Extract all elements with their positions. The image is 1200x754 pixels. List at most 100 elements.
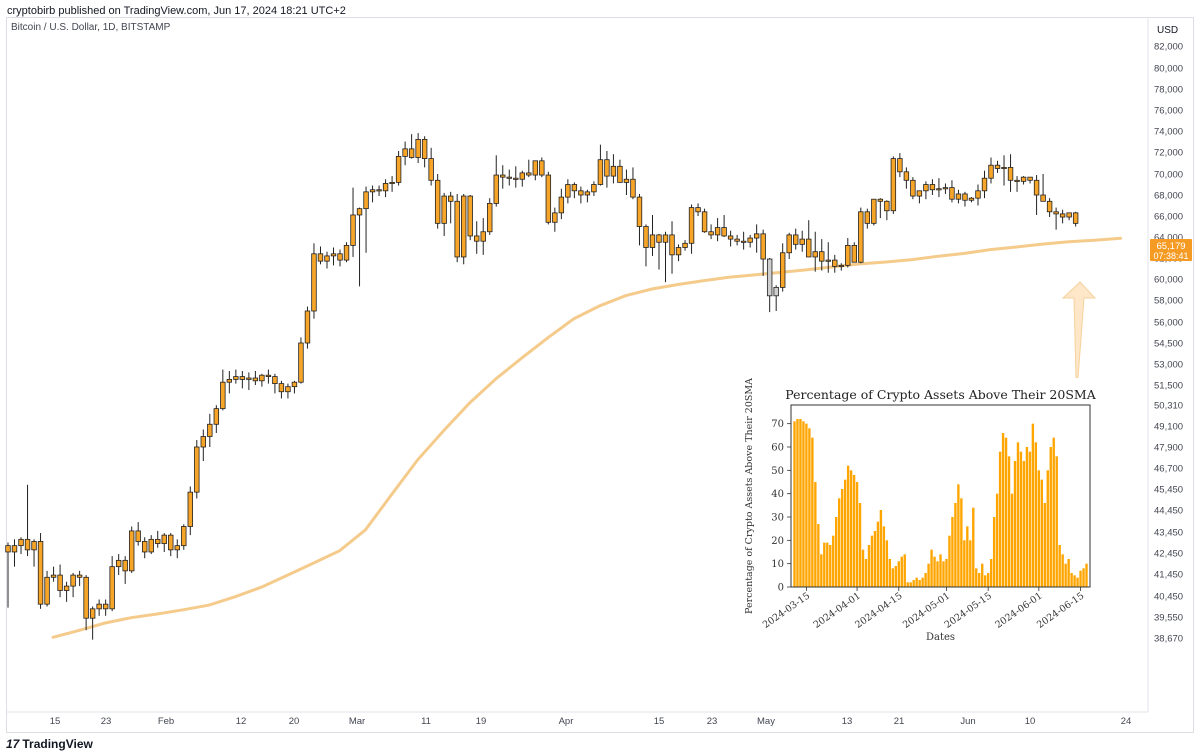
candle: [610, 154, 617, 184]
price-tick-label: 42,450: [1154, 549, 1183, 560]
inset-bar: [820, 554, 823, 587]
candle-body: [187, 491, 193, 527]
price-tick-label: 41,450: [1154, 570, 1183, 581]
inset-bar: [957, 484, 960, 587]
inset-y-tick-label: 20: [771, 536, 784, 547]
inset-ylabel: Percentage of Crypto Assets Above Their …: [744, 378, 755, 614]
inset-xlabel: Dates: [926, 632, 955, 643]
candle-body: [675, 247, 682, 256]
candle: [467, 195, 473, 241]
candle-body: [799, 238, 805, 245]
candle: [1007, 154, 1014, 192]
candle-body: [558, 196, 565, 214]
candle: [493, 155, 499, 207]
inset-bar: [939, 554, 942, 587]
price-tick-label: 68,000: [1154, 191, 1183, 202]
inset-bar: [1058, 545, 1061, 587]
tradingview-logo[interactable]: 17 TradingView: [6, 737, 93, 751]
inset-bar: [1085, 563, 1088, 587]
inset-bar: [984, 575, 987, 587]
candle-body: [1040, 194, 1046, 202]
candle-body: [83, 576, 89, 619]
candle: [636, 193, 643, 246]
inset-bar: [835, 517, 838, 587]
price-tick-label: 38,670: [1154, 634, 1183, 645]
price-tick-label: 54,500: [1154, 339, 1183, 350]
candle-body: [688, 207, 695, 244]
candle-body: [155, 538, 161, 544]
price-tick-label: 76,000: [1154, 106, 1183, 117]
candle-body: [265, 374, 272, 378]
candle-body: [845, 244, 851, 266]
candle: [773, 285, 779, 311]
brand-name: TradingView: [22, 737, 93, 751]
candle: [487, 198, 493, 235]
price-tick-label: 74,000: [1154, 127, 1183, 138]
candle: [1066, 212, 1072, 221]
price-tick-label: 58,000: [1154, 296, 1183, 307]
candle: [324, 251, 330, 269]
candle-body: [1033, 179, 1040, 196]
chart-frame: [6, 17, 1194, 733]
price-tick-label: 82,000: [1154, 42, 1183, 53]
inset-bar: [1076, 577, 1079, 587]
candle-body: [565, 184, 571, 198]
candle-body: [532, 160, 539, 176]
candle-body: [18, 538, 24, 547]
inset-bar: [873, 531, 877, 587]
price-tick-label: 46,700: [1154, 464, 1183, 475]
candle-body: [285, 386, 291, 393]
inset-bar: [1028, 451, 1032, 587]
inset-bar: [1019, 451, 1023, 587]
candle: [897, 153, 903, 178]
price-tick-label: 45,450: [1154, 485, 1183, 496]
candle: [291, 380, 298, 394]
candle: [675, 244, 682, 262]
candle: [350, 187, 356, 257]
candle-body: [721, 227, 727, 237]
candle: [363, 186, 369, 253]
candle-body: [252, 377, 259, 382]
inset-bar: [963, 540, 966, 587]
candle-body: [350, 214, 356, 246]
inset-title: Percentage of Crypto Assets Above Their …: [785, 387, 1096, 402]
candle-body: [617, 165, 623, 183]
candle: [259, 373, 265, 387]
candle-body: [369, 189, 376, 193]
publish-line: cryptobirb published on TradingView.com,…: [7, 5, 346, 17]
time-tick-label: 19: [476, 716, 487, 727]
inset-bar: [1043, 503, 1046, 587]
inset-bar: [1034, 442, 1038, 587]
inset-bar: [995, 493, 999, 587]
candle: [96, 599, 102, 616]
candle: [571, 182, 578, 199]
inset-bar: [870, 535, 874, 587]
candle-body: [259, 374, 265, 382]
candle-body: [76, 574, 83, 578]
candle-body: [832, 259, 838, 267]
candle-body: [168, 534, 174, 551]
time-tick-label: 11: [421, 716, 431, 727]
inset-bar: [823, 542, 826, 587]
candle: [858, 207, 864, 264]
candle-body: [122, 559, 128, 572]
candle-body: [493, 174, 499, 204]
inset-bar: [826, 542, 829, 587]
inset-bar: [1037, 470, 1041, 587]
candle-body: [96, 603, 102, 610]
candle-body: [454, 200, 460, 258]
price-tick-label: 60,000: [1154, 275, 1183, 286]
candle: [304, 306, 311, 349]
price-axis: USD 82,000 80,000 78,000 76,000 74,000 72,000 7…: [1147, 17, 1183, 712]
candle: [799, 230, 805, 252]
inset-bar: [909, 582, 912, 587]
candle-body: [460, 195, 467, 258]
candle-body: [70, 574, 76, 587]
candle-body: [929, 184, 936, 191]
inset-y-tick-label: 30: [771, 513, 784, 524]
candle: [447, 191, 454, 224]
candle: [460, 193, 467, 265]
inset-bar: [975, 568, 978, 587]
time-tick-label: Apr: [559, 716, 574, 727]
